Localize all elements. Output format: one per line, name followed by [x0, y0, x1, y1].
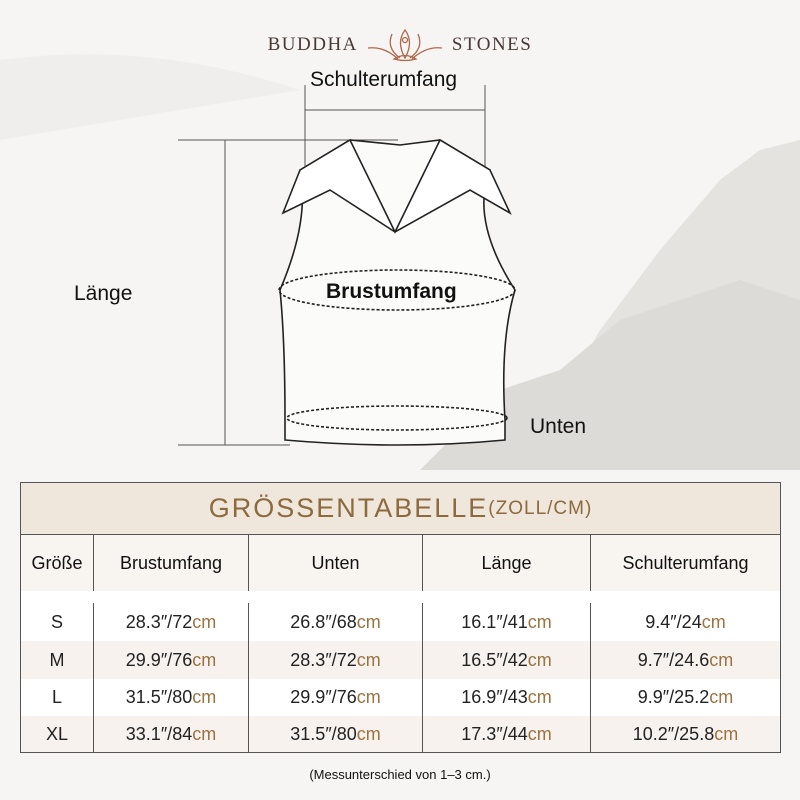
- value-cell: 9.4″/24 cm: [591, 603, 780, 641]
- title-text: GRÖSSENTABELLE: [208, 493, 489, 523]
- size-cell: S: [21, 603, 94, 641]
- value-inch: 29.9″/76: [290, 687, 357, 707]
- value-inch: 16.9″/43: [461, 687, 528, 707]
- value-unit: cm: [527, 723, 552, 744]
- value-cell: 16.5″/42 cm: [423, 641, 591, 679]
- measurement-note: (Messunterschied von 1–3 cm.): [309, 767, 491, 782]
- value-inch: 28.3″/72: [290, 649, 357, 670]
- value-cell: 28.3″/72 cm: [94, 603, 249, 641]
- value-cell: 16.9″/43 cm: [423, 679, 591, 716]
- value-unit: cm: [192, 723, 217, 744]
- value-cell: 29.9″/76 cm: [94, 641, 249, 679]
- col-header: Unten: [249, 535, 423, 591]
- brand-left: BUDDHA: [267, 34, 358, 55]
- value-unit: cm: [709, 649, 734, 670]
- value-unit: cm: [356, 649, 381, 670]
- value-inch: 29.9″/76: [125, 649, 193, 670]
- value-unit: cm: [701, 611, 726, 632]
- shoulder-label: Schulterumfang: [310, 68, 458, 91]
- value-cell: 31.5″/80 cm: [249, 716, 423, 752]
- col-header: Länge: [423, 535, 591, 591]
- value-cell: 10.2″/25.8 cm: [591, 716, 780, 752]
- value-unit: cm: [527, 611, 552, 632]
- brand-logo: BUDDHA STONES: [0, 28, 800, 62]
- value-unit: cm: [356, 611, 381, 632]
- value-unit: cm: [356, 723, 381, 744]
- value-inch: 16.5″/42: [461, 649, 528, 670]
- value-unit: cm: [192, 611, 217, 632]
- header-row: Größe Brustumfang Unten Länge Schulterum…: [21, 535, 780, 591]
- value-inch: 9.4″/24: [645, 611, 702, 632]
- tank-top-diagram: [178, 85, 516, 446]
- value-cell: 28.3″/72 cm: [249, 641, 423, 679]
- value-inch: 17.3″/44: [461, 723, 528, 744]
- value-unit: cm: [356, 687, 381, 707]
- table-row: M 29.9″/76 cm 28.3″/72 cm 16.5″/42 cm 9.7″/24.6…: [21, 641, 780, 679]
- value-cell: 31.5″/80 cm: [94, 679, 249, 716]
- value-cell: 33.1″/84 cm: [94, 716, 249, 752]
- table-row: S 28.3″/72 cm 26.8″/68 cm 16.1″/41 cm 9.4″/24 cm: [21, 591, 780, 641]
- value-inch: 33.1″/84: [125, 723, 193, 744]
- value-inch: 9.7″/24.6: [637, 649, 710, 670]
- title-unit: (ZOLL/CM): [488, 497, 593, 519]
- col-header: Brustumfang: [94, 535, 249, 591]
- value-inch: 28.3″/72: [125, 611, 193, 632]
- table-title: GRÖSSENTABELLE (ZOLL/CM): [21, 483, 780, 535]
- size-table: GRÖSSENTABELLE (ZOLL/CM) Größe Brustumfan…: [20, 482, 781, 753]
- table-row: XL 33.1″/84 cm 31.5″/80 cm 17.3″/44 cm 10.2″/25…: [21, 716, 780, 752]
- chest-label: Brustumfang: [326, 280, 457, 303]
- value-unit: cm: [527, 649, 552, 670]
- length-label: Länge: [74, 282, 133, 305]
- value-inch: 9.9″/25.2: [637, 687, 710, 707]
- value-unit: cm: [192, 687, 217, 707]
- value-unit: cm: [527, 687, 552, 707]
- value-cell: 9.9″/25.2 cm: [591, 679, 780, 716]
- col-header: Schulterumfang: [622, 552, 749, 573]
- size-cell: XL: [21, 716, 94, 752]
- value-inch: 16.1″/41: [461, 611, 528, 632]
- table-row: L 31.5″/80 cm 29.9″/76 cm 16.9″/43 cm 9.9″/25.2…: [21, 679, 780, 716]
- size-cell: L: [21, 679, 94, 716]
- value-cell: 29.9″/76 cm: [249, 679, 423, 716]
- value-cell: 9.7″/24.6 cm: [591, 641, 780, 679]
- brand-right: STONES: [451, 34, 533, 55]
- value-cell: 17.3″/44 cm: [423, 716, 591, 752]
- value-unit: cm: [709, 687, 734, 707]
- bottom-label: Unten: [530, 415, 587, 438]
- value-unit: cm: [192, 649, 217, 670]
- col-header: Größe: [21, 535, 94, 591]
- value-inch: 10.2″/25.8: [632, 723, 715, 744]
- mountain-background: [420, 140, 800, 470]
- lotus-meditation-icon: [367, 28, 442, 62]
- value-cell: 26.8″/68 cm: [249, 603, 423, 641]
- value-inch: 31.5″/80: [125, 687, 193, 707]
- size-cell: M: [21, 641, 94, 679]
- value-inch: 26.8″/68: [290, 611, 357, 632]
- value-unit: cm: [714, 723, 739, 744]
- value-inch: 31.5″/80: [290, 723, 357, 744]
- value-cell: 16.1″/41 cm: [423, 603, 591, 641]
